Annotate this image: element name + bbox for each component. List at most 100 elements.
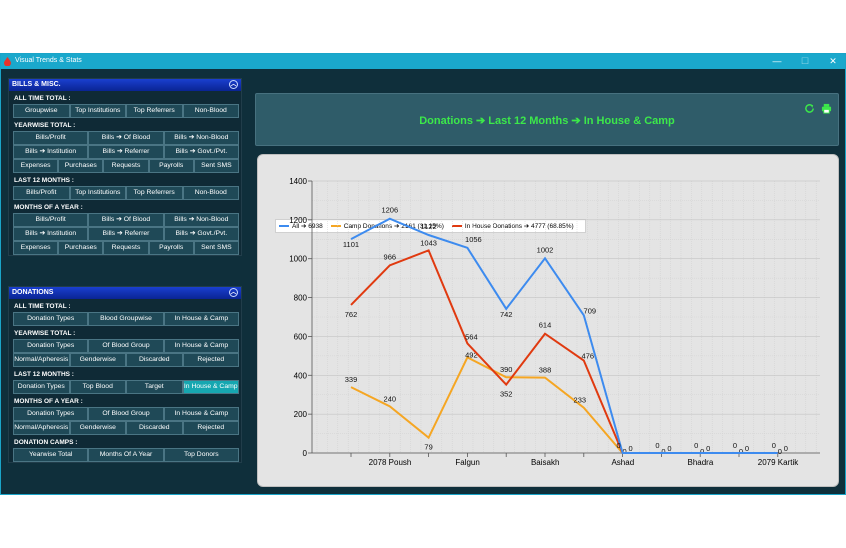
bills-button-bills-referrer[interactable]: Bills ➔ Referrer <box>88 227 164 241</box>
bills-panel-header: BILLS & MISC. ︿ <box>9 79 241 91</box>
data-label: 1056 <box>465 235 482 244</box>
bills-button-non-blood[interactable]: Non-Blood <box>182 104 239 118</box>
bills-panel-body: ALL TIME TOTAL : Groupwise Top Institution… <box>9 93 241 255</box>
bills-button-top-institutions[interactable]: Top Institutions <box>69 186 126 200</box>
donations-button-normal-apheresis[interactable]: Normal/Apheresis <box>13 353 70 367</box>
donations-button-blood-groupwise[interactable]: Blood Groupwise <box>88 312 164 326</box>
collapse-chevron-icon[interactable]: ︿ <box>229 80 238 89</box>
donations-button-donation-types[interactable]: Donation Types <box>13 380 70 394</box>
bills-button-sent-sms[interactable]: Sent SMS <box>193 241 239 255</box>
collapse-chevron-icon[interactable]: ︿ <box>229 288 238 297</box>
bills-button-requests[interactable]: Requests <box>103 241 149 255</box>
bills-button-expenses[interactable]: Expenses <box>13 241 59 255</box>
x-tick-label: Bhadra <box>688 458 714 467</box>
donations-button-row: Donation Types Top Blood Target In House & … <box>13 380 239 394</box>
donations-button-target[interactable]: Target <box>126 380 183 394</box>
bills-button-row: Expenses Purchases Requests Payrolls Sent SM… <box>13 159 239 173</box>
maximize-button[interactable]: ☐ <box>800 56 810 66</box>
bills-button-bills-of-blood[interactable]: Bills ➔ Of Blood <box>88 213 164 227</box>
donations-button-in-house-camp[interactable]: In House & Camp <box>182 380 239 394</box>
donations-button-months-of-a-year[interactable]: Months Of A Year <box>88 448 164 462</box>
print-icon[interactable] <box>821 103 832 114</box>
donations-button-genderwise[interactable]: Genderwise <box>69 353 126 367</box>
donations-button-row: Donation Types Of Blood Group In House & C… <box>13 407 239 421</box>
chart-header: Donations ➔ Last 12 Months ➔ In House & … <box>255 93 839 146</box>
donations-button-discarded[interactable]: Discarded <box>126 421 183 435</box>
bills-button-top-institutions[interactable]: Top Institutions <box>69 104 126 118</box>
donations-panel-header: DONATIONS ︿ <box>9 287 241 299</box>
x-tick-label: 2078 Poush <box>369 458 412 467</box>
y-tick-label: 400 <box>294 371 308 380</box>
data-label: 709 <box>584 306 597 315</box>
donations-section-title: ALL TIME TOTAL : <box>14 303 71 310</box>
bills-button-bills-govt-pvt[interactable]: Bills ➔ Govt./Pvt. <box>163 227 239 241</box>
legend-label: In House Donations ➔ 4777 (68.85%) <box>464 223 574 230</box>
donations-button-donation-types[interactable]: Donation Types <box>13 312 89 326</box>
bills-button-bills-profit[interactable]: Bills/Profit <box>13 131 89 145</box>
bills-button-requests[interactable]: Requests <box>103 159 149 173</box>
bills-button-bills-profit[interactable]: Bills/Profit <box>13 213 89 227</box>
donations-button-genderwise[interactable]: Genderwise <box>69 421 126 435</box>
x-tick-label: Baisakh <box>531 458 559 467</box>
data-label: 240 <box>384 394 397 403</box>
data-label: 0 <box>623 447 627 456</box>
bills-button-non-blood[interactable]: Non-Blood <box>182 186 239 200</box>
bills-button-purchases[interactable]: Purchases <box>58 159 104 173</box>
donations-button-normal-apheresis[interactable]: Normal/Apheresis <box>13 421 70 435</box>
data-label: 966 <box>384 252 397 261</box>
bills-button-bills-govt-pvt[interactable]: Bills ➔ Govt./Pvt. <box>163 145 239 159</box>
bills-button-bills-non-blood[interactable]: Bills ➔ Non-Blood <box>163 131 239 145</box>
bills-button-payrolls[interactable]: Payrolls <box>148 241 194 255</box>
donations-button-donation-types[interactable]: Donation Types <box>13 339 89 353</box>
close-button[interactable]: ✕ <box>829 56 837 66</box>
chart-title: Donations ➔ Last 12 Months ➔ In House & … <box>419 115 675 127</box>
legend-swatch <box>279 225 289 227</box>
data-label: 1206 <box>381 206 398 215</box>
bills-button-expenses[interactable]: Expenses <box>13 159 59 173</box>
data-label: 762 <box>345 310 358 319</box>
data-label: 0 <box>739 447 743 456</box>
bills-button-payrolls[interactable]: Payrolls <box>148 159 194 173</box>
data-label: 614 <box>539 321 552 330</box>
bills-button-row: Expenses Purchases Requests Payrolls Sent SM… <box>13 241 239 255</box>
donations-button-rejected[interactable]: Rejected <box>182 421 239 435</box>
bills-button-sent-sms[interactable]: Sent SMS <box>193 159 239 173</box>
donations-button-in-house-camp[interactable]: In House & Camp <box>163 312 239 326</box>
donations-button-in-house-camp[interactable]: In House & Camp <box>163 407 239 421</box>
y-tick-label: 0 <box>303 449 308 458</box>
bills-button-bills-referrer[interactable]: Bills ➔ Referrer <box>88 145 164 159</box>
refresh-icon[interactable] <box>804 103 815 114</box>
bills-button-top-referrers[interactable]: Top Referrers <box>126 104 183 118</box>
donations-button-discarded[interactable]: Discarded <box>126 353 183 367</box>
bills-button-groupwise[interactable]: Groupwise <box>13 104 70 118</box>
donations-button-of-blood-group[interactable]: Of Blood Group <box>88 339 164 353</box>
bills-button-top-referrers[interactable]: Top Referrers <box>126 186 183 200</box>
data-label: 0 <box>700 447 704 456</box>
data-label: 0 <box>694 441 698 450</box>
donations-button-top-blood[interactable]: Top Blood <box>69 380 126 394</box>
series-line <box>350 356 778 454</box>
donations-button-rejected[interactable]: Rejected <box>182 353 239 367</box>
minimize-button[interactable]: — <box>772 56 782 66</box>
y-tick-label: 1400 <box>289 177 307 186</box>
bills-button-bills-institution[interactable]: Bills ➔ Institution <box>13 227 89 241</box>
bills-button-bills-institution[interactable]: Bills ➔ Institution <box>13 145 89 159</box>
bills-button-bills-of-blood[interactable]: Bills ➔ Of Blood <box>88 131 164 145</box>
bills-button-purchases[interactable]: Purchases <box>58 241 104 255</box>
data-label: 0 <box>778 447 782 456</box>
donations-button-yearwise-total[interactable]: Yearwise Total <box>13 448 89 462</box>
donations-button-top-donors[interactable]: Top Donors <box>163 448 239 462</box>
data-label: 0 <box>667 444 671 453</box>
donations-panel-title: DONATIONS <box>12 289 54 296</box>
bills-button-bills-profit[interactable]: Bills/Profit <box>13 186 70 200</box>
donations-button-donation-types[interactable]: Donation Types <box>13 407 89 421</box>
bills-button-bills-non-blood[interactable]: Bills ➔ Non-Blood <box>163 213 239 227</box>
data-label: 1122 <box>421 222 437 231</box>
data-label: 1002 <box>537 245 554 254</box>
donations-button-in-house-camp[interactable]: In House & Camp <box>163 339 239 353</box>
donations-button-of-blood-group[interactable]: Of Blood Group <box>88 407 164 421</box>
data-label: 0 <box>629 444 633 453</box>
main-content: BILLS & MISC. ︿ ALL TIME TOTAL : Groupwis… <box>1 69 845 494</box>
data-label: 0 <box>745 444 749 453</box>
